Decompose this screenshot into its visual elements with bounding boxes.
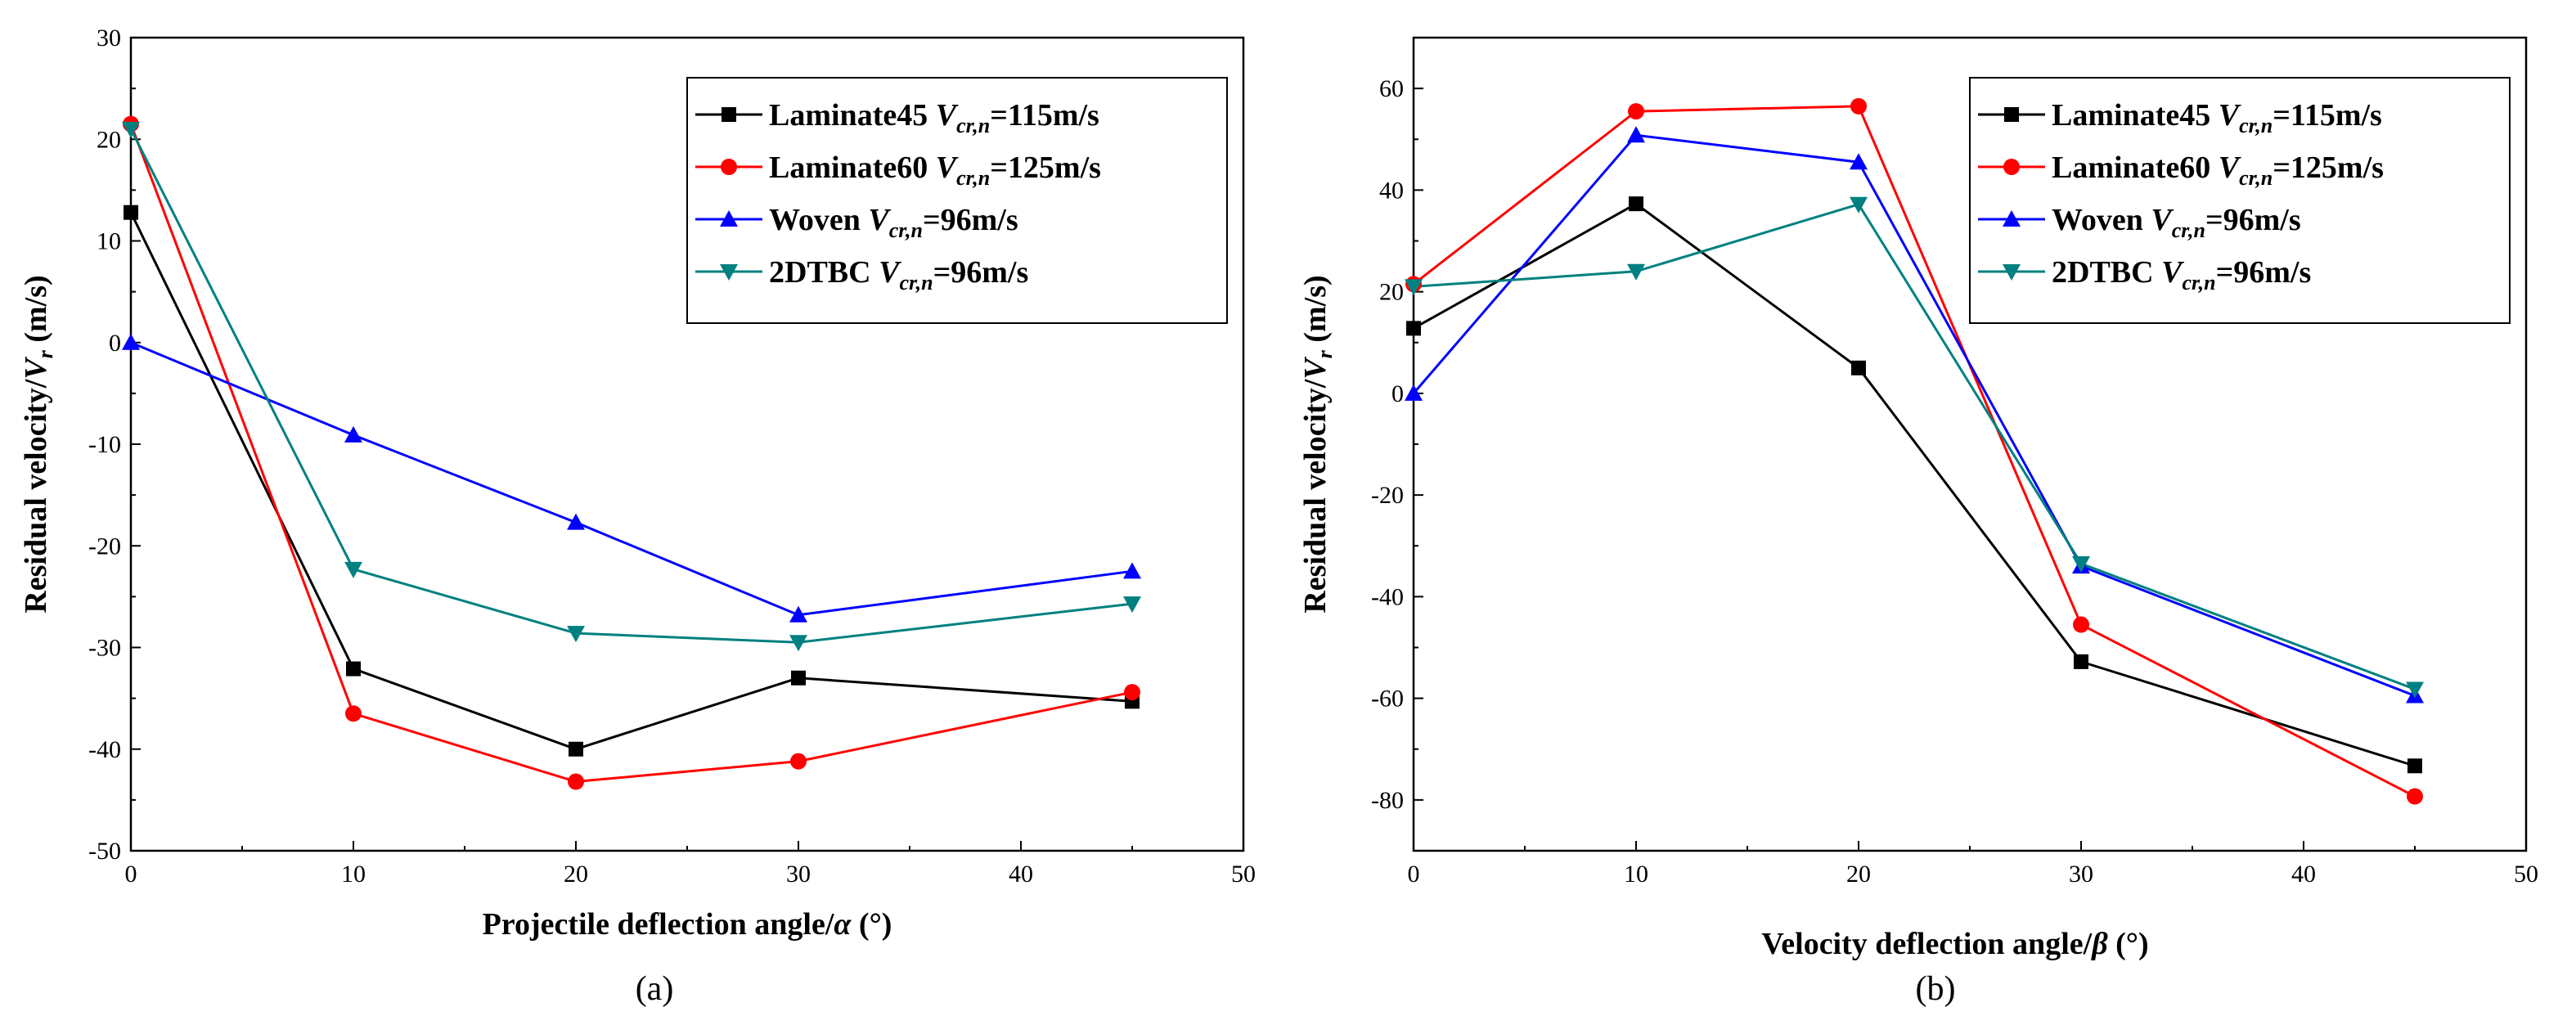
data-point-woven [1627,126,1645,143]
legend: Laminate45 Vcr,n=115m/s Laminate60 Vcr,n=… [686,77,1228,324]
data-point-2dtbc [1850,196,1868,214]
legend-marker [2003,210,2021,227]
data-point-laminate45 [1406,321,1421,336]
x-tick-label: 0 [125,861,137,888]
data-point-woven [1405,384,1423,401]
legend-marker [2004,107,2019,122]
legend-label: Woven Vcr,n=96m/s [769,203,1018,242]
legend-marker [721,159,737,175]
legend-marker [2003,264,2021,281]
data-point-laminate60 [790,753,807,770]
x-axis-label: Velocity deflection angle/β (°) [1761,927,2148,961]
y-tick-label: -60 [1371,686,1404,713]
data-point-laminate45 [124,205,138,220]
x-tick-label: 10 [1624,861,1648,888]
x-tick-label: 50 [2514,861,2538,888]
data-point-laminate60 [1124,684,1140,701]
data-point-2dtbc [122,121,140,138]
data-point-2dtbc [344,561,362,578]
legend: Laminate45 Vcr,n=115m/s Laminate60 Vcr,n=… [1969,77,2511,324]
panel-caption: (b) [1916,970,1956,1008]
legend-label: 2DTBC Vcr,n=96m/s [769,255,1028,294]
chart-panel-a: 0 10 20 30 40 50 -50 -40 -30 -20 -10 0 10 20 30 Lamina… [19,25,1256,1008]
data-point-laminate60 [1628,103,1644,120]
x-tick-label: 40 [1009,861,1033,888]
legend-marker [2003,159,2020,175]
legend-marker [720,210,738,227]
data-point-laminate45 [346,661,361,677]
data-point-laminate60 [2073,616,2089,633]
y-tick-label: 30 [97,25,121,52]
legend-label: Laminate60 Vcr,n=125m/s [769,151,1101,190]
data-point-woven [789,605,807,623]
x-tick-label: 30 [2069,861,2093,888]
y-tick-label: 0 [109,330,121,357]
y-tick-label: -40 [1371,583,1404,610]
y-tick-label: -20 [1371,482,1404,509]
data-point-laminate45 [1629,196,1643,212]
y-tick-label: 40 [1379,177,1404,204]
data-point-laminate45 [1851,360,1866,375]
data-point-laminate60 [2407,788,2423,805]
y-axis-label: Residual velocity/Vr (m/s) [1298,275,1337,613]
data-point-woven [344,425,362,443]
data-point-2dtbc [567,626,585,643]
data-point-woven [1123,562,1141,579]
legend-frame [1969,77,2511,324]
data-point-laminate45 [2074,654,2088,669]
legend-label: Laminate45 Vcr,n=115m/s [769,98,1099,137]
panel-caption: (a) [636,970,674,1008]
x-tick-label: 0 [1408,861,1420,888]
data-point-laminate45 [569,741,583,757]
data-point-2dtbc [1627,263,1645,281]
y-tick-label: -80 [1371,787,1404,814]
x-tick-label: 20 [1846,861,1871,888]
y-tick-label: -40 [88,736,121,763]
y-tick-label: 0 [1391,380,1404,407]
y-tick-label: -30 [88,635,121,662]
chart-panel-b: 0 10 20 30 40 50 -80 -60 -40 -20 0 20 40 60 Laminate4… [1298,36,2538,1008]
y-axis-label: Residual velocity/Vr (m/s) [19,275,57,613]
data-point-woven [1850,153,1868,170]
y-tick-label: -20 [88,533,121,560]
x-tick-label: 30 [786,861,811,888]
y-tick-label: 20 [1379,279,1404,306]
legend-label: 2DTBC Vcr,n=96m/s [2052,255,2311,294]
y-tick-label: -50 [88,838,121,865]
data-point-laminate60 [345,705,362,722]
series-line-woven [130,341,1133,617]
data-point-laminate45 [791,670,806,686]
legend-marker [720,264,738,281]
x-tick-label: 40 [2291,861,2316,888]
y-tick-label: 60 [1379,75,1404,102]
data-point-laminate45 [2407,758,2422,774]
data-point-2dtbc [1123,596,1141,614]
data-point-woven [567,513,585,530]
data-point-woven [122,333,140,350]
y-tick-label: 10 [97,228,121,255]
data-point-2dtbc [789,635,807,652]
data-point-2dtbc [2072,555,2090,573]
data-point-2dtbc [2406,681,2424,699]
data-point-laminate60 [568,773,584,790]
data-point-2dtbc [1405,279,1423,296]
x-tick-label: 20 [564,861,588,888]
legend-label: Laminate45 Vcr,n=115m/s [2052,98,2382,137]
legend-marker [722,107,736,122]
x-axis-label: Projectile deflection angle/α (°) [483,907,892,942]
x-tick-label: 50 [1231,861,1256,888]
y-tick-label: -10 [88,431,121,458]
legend-label: Woven Vcr,n=96m/s [2052,203,2301,242]
data-point-laminate60 [1850,97,1867,115]
x-tick-label: 10 [341,861,366,888]
legend-label: Laminate60 Vcr,n=125m/s [2052,151,2384,190]
legend-frame [686,77,1228,324]
y-tick-label: 20 [97,126,121,153]
